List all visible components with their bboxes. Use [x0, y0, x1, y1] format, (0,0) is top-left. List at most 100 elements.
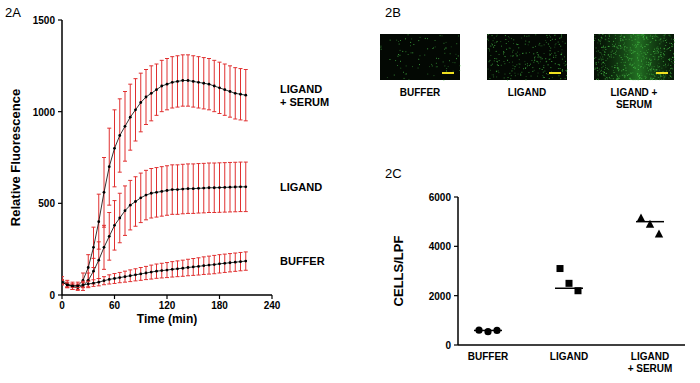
error-stem — [235, 162, 236, 212]
speckle — [641, 63, 643, 65]
speckle — [424, 37, 426, 39]
speckle — [521, 37, 523, 39]
error-cap — [102, 225, 106, 226]
speckle — [493, 76, 495, 78]
label-line: LIGAND — [280, 83, 322, 95]
x-tick-label: 180 — [211, 300, 228, 311]
series — [62, 252, 248, 288]
y-axis — [457, 197, 459, 345]
speckle — [641, 61, 643, 63]
point — [129, 204, 132, 207]
point — [87, 283, 90, 286]
error-cap — [86, 281, 90, 282]
speckle — [617, 68, 619, 70]
speckle — [640, 51, 642, 53]
speckle — [436, 57, 438, 59]
speckle — [663, 75, 665, 77]
speckle — [630, 37, 632, 39]
speckle — [445, 47, 447, 49]
speckle — [605, 67, 607, 69]
speckle — [624, 42, 626, 44]
error-cap — [197, 163, 201, 164]
point — [223, 262, 226, 265]
error-cap — [218, 254, 222, 255]
speckle — [670, 65, 672, 67]
error-cap — [244, 120, 248, 121]
speckle — [439, 35, 441, 37]
speckle — [431, 63, 433, 65]
error-stem — [198, 164, 199, 214]
point — [637, 213, 645, 221]
speckle — [496, 42, 498, 44]
speckle — [665, 64, 667, 66]
speckle — [621, 74, 623, 76]
speckle — [632, 64, 634, 66]
speckle — [602, 56, 604, 58]
speckle — [652, 38, 654, 40]
speckle — [494, 58, 496, 60]
error-stem — [146, 266, 147, 279]
speckle — [600, 73, 602, 75]
point — [87, 279, 90, 282]
speckle — [548, 78, 550, 80]
speckle — [518, 47, 520, 49]
speckle — [672, 68, 674, 70]
error-cap — [191, 213, 195, 214]
speckle — [456, 58, 458, 60]
speckle — [533, 61, 535, 63]
point — [155, 88, 158, 91]
speckle — [564, 78, 566, 80]
speckle — [554, 63, 556, 65]
speckle — [493, 60, 495, 62]
point — [187, 79, 190, 82]
point — [108, 235, 111, 238]
speckle — [673, 41, 675, 43]
error-cap — [165, 277, 169, 278]
speckle — [614, 65, 616, 67]
speckle — [412, 52, 414, 54]
speckle — [653, 51, 655, 53]
y-tick-label: 6000 — [429, 192, 452, 203]
error-cap — [155, 64, 159, 65]
speckle — [616, 50, 618, 52]
speckle — [606, 77, 608, 79]
speckle — [617, 47, 619, 49]
error-cap — [92, 286, 96, 287]
speckle — [643, 58, 645, 60]
speckle — [620, 47, 622, 49]
speckle — [529, 52, 531, 54]
mean-line — [474, 330, 502, 332]
speckle — [653, 51, 655, 53]
speckle — [494, 42, 496, 44]
speckle — [642, 55, 644, 57]
speckle — [648, 61, 650, 63]
speckle — [503, 52, 505, 54]
error-stem — [130, 270, 131, 282]
speckle — [565, 60, 567, 62]
speckle — [655, 39, 657, 41]
speckle — [631, 58, 633, 60]
speckle — [495, 35, 497, 37]
error-cap — [118, 242, 122, 243]
speckle — [487, 38, 489, 40]
label-line: BUFFER — [280, 255, 325, 267]
speckle — [623, 73, 625, 75]
speckle — [660, 47, 662, 49]
error-stem — [125, 186, 126, 236]
error-cap — [186, 106, 190, 107]
speckle — [603, 73, 605, 75]
figure: 2A050010001500060120180240Time (min)Rela… — [0, 0, 700, 383]
speckle — [508, 37, 510, 39]
speckle — [637, 44, 639, 46]
speckle — [554, 46, 556, 48]
speckle — [661, 58, 663, 60]
speckle — [649, 35, 651, 37]
speckle — [504, 35, 506, 37]
speckle — [441, 35, 443, 37]
speckle — [651, 73, 653, 75]
speckle — [563, 62, 565, 64]
speckle — [595, 57, 597, 59]
error-cap — [170, 164, 174, 165]
image-bg — [487, 34, 567, 80]
speckle — [548, 34, 550, 36]
